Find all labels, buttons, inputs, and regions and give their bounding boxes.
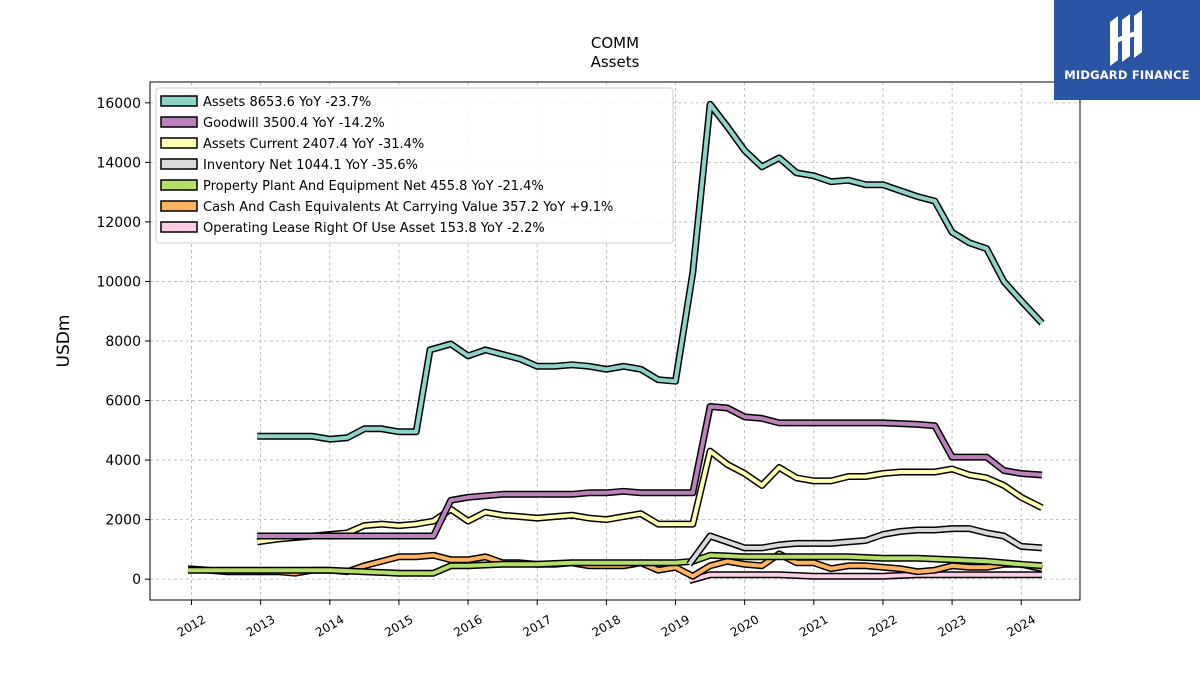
series-assets-current bbox=[256, 447, 1044, 546]
x-tick-label: 2021 bbox=[797, 612, 830, 639]
legend-swatch bbox=[160, 221, 198, 233]
legend-item: Property Plant And Equipment Net 455.8 Y… bbox=[160, 179, 544, 194]
series-goodwill bbox=[257, 403, 1043, 540]
legend: Assets 8653.6 YoY -23.7% Goodwill 3500.4 … bbox=[155, 87, 674, 244]
legend-label: Operating Lease Right Of Use Asset 153.8… bbox=[203, 221, 545, 236]
x-tick-label: 2012 bbox=[175, 612, 208, 639]
x-axis: 2012 2013 2014 2015 2016 2017 2018 2019 2020 2021… bbox=[175, 600, 1038, 640]
legend-swatch bbox=[160, 137, 198, 149]
y-axis-label: USDm bbox=[54, 315, 74, 368]
series-line bbox=[257, 404, 1043, 538]
legend-label: Assets Current 2407.4 YoY -31.4% bbox=[203, 137, 424, 152]
legend-item: Cash And Cash Equivalents At Carrying Va… bbox=[160, 200, 613, 215]
legend-item: Goodwill 3500.4 YoY -14.2% bbox=[160, 116, 385, 131]
x-tick-label: 2019 bbox=[659, 612, 692, 639]
x-tick-label: 2013 bbox=[244, 612, 277, 639]
chart-subtitle: Assets bbox=[591, 53, 640, 71]
x-tick-label: 2024 bbox=[1004, 612, 1037, 639]
chart-title: COMM bbox=[591, 34, 639, 52]
legend-item: Inventory Net 1044.1 YoY -35.6% bbox=[160, 158, 418, 173]
y-tick-label: 2000 bbox=[105, 513, 141, 529]
series-line bbox=[188, 553, 1043, 576]
legend-label: Assets 8653.6 YoY -23.7% bbox=[203, 95, 371, 110]
series-property-plant-and-equipment-net bbox=[188, 551, 1043, 577]
x-tick-label: 2023 bbox=[935, 612, 968, 639]
series-layer bbox=[187, 100, 1045, 584]
legend-item: Operating Lease Right Of Use Asset 153.8… bbox=[160, 221, 545, 236]
legend-label: Inventory Net 1044.1 YoY -35.6% bbox=[203, 158, 418, 173]
legend-box bbox=[155, 87, 674, 244]
legend-label: Goodwill 3500.4 YoY -14.2% bbox=[203, 116, 385, 131]
midgard-logo-icon bbox=[1110, 10, 1142, 66]
legend-swatch bbox=[160, 95, 198, 107]
legend-swatch bbox=[160, 158, 198, 170]
legend-label: Cash And Cash Equivalents At Carrying Va… bbox=[203, 200, 613, 215]
x-tick-label: 2022 bbox=[866, 612, 899, 639]
y-axis: 0 2000 4000 6000 8000 10000 12000 14000 16000 bbox=[96, 96, 150, 588]
legend-swatch bbox=[160, 200, 198, 212]
legend-label: Property Plant And Equipment Net 455.8 Y… bbox=[203, 179, 544, 194]
x-tick-label: 2017 bbox=[520, 612, 553, 639]
brand-logo-text: MIDGARD FINANCE bbox=[1064, 68, 1190, 82]
x-tick-label: 2016 bbox=[451, 612, 484, 639]
series-line bbox=[688, 572, 1042, 583]
y-tick-label: 4000 bbox=[105, 453, 141, 469]
y-tick-label: 16000 bbox=[96, 96, 141, 112]
legend-swatch bbox=[160, 116, 198, 128]
y-tick-label: 8000 bbox=[105, 334, 141, 350]
legend-swatch bbox=[160, 179, 198, 191]
y-tick-label: 6000 bbox=[105, 394, 141, 410]
y-tick-label: 0 bbox=[132, 572, 141, 588]
legend-item: Assets 8653.6 YoY -23.7% bbox=[160, 95, 371, 110]
legend-item: Assets Current 2407.4 YoY -31.4% bbox=[160, 137, 424, 152]
series-line bbox=[687, 526, 1043, 566]
series-operating-lease-right-of-use-asset bbox=[688, 571, 1042, 584]
series-inventory-net bbox=[686, 525, 1043, 567]
brand-logo: MIDGARD FINANCE bbox=[1054, 0, 1200, 100]
series-line bbox=[257, 102, 1044, 442]
y-tick-label: 14000 bbox=[96, 155, 141, 171]
x-tick-label: 2020 bbox=[728, 612, 761, 639]
series-line bbox=[256, 449, 1043, 544]
series-assets bbox=[257, 100, 1045, 443]
y-tick-label: 12000 bbox=[96, 215, 141, 231]
x-tick-label: 2015 bbox=[382, 612, 415, 639]
x-tick-label: 2018 bbox=[590, 612, 623, 639]
y-tick-label: 10000 bbox=[96, 274, 141, 290]
x-tick-label: 2014 bbox=[313, 612, 346, 639]
